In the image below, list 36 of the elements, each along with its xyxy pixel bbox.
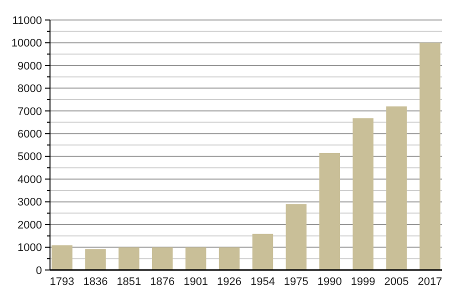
x-tick-label: 1836	[83, 276, 108, 288]
y-tick-label: 9000	[18, 60, 42, 72]
bar	[420, 42, 440, 270]
x-tick-label: 1990	[317, 276, 342, 288]
x-tick-label: 1876	[150, 276, 175, 288]
x-tick-label: 2017	[418, 276, 442, 288]
bar	[152, 247, 173, 270]
bar	[319, 152, 340, 270]
bar	[185, 247, 206, 270]
x-tick-label: 1954	[250, 276, 275, 288]
bar	[252, 234, 274, 270]
x-tick-label: 1926	[217, 276, 242, 288]
x-tick-label: 1851	[116, 276, 142, 288]
bar	[85, 249, 106, 270]
y-tick-label: 2000	[18, 219, 42, 232]
y-tick-label: 1000	[18, 242, 42, 254]
y-tick-label: 4000	[18, 174, 42, 186]
x-tick-label: 1999	[350, 276, 376, 288]
y-tick-label: 11000	[12, 14, 42, 27]
y-tick-label: 10000	[11, 38, 42, 50]
x-tick-label: 1901	[184, 276, 208, 288]
x-tick-label: 1793	[50, 276, 74, 288]
bar	[218, 247, 240, 270]
bar	[386, 106, 407, 270]
x-tick-label: 2005	[384, 276, 409, 288]
bar	[52, 245, 72, 270]
y-tick-label: 3000	[18, 196, 42, 209]
y-tick-label: 0	[36, 264, 42, 277]
bar	[352, 118, 374, 270]
bar	[118, 247, 140, 270]
y-tick-label: 6000	[18, 128, 42, 140]
y-tick-label: 7000	[18, 106, 42, 118]
bar	[286, 204, 307, 270]
x-tick-label: 1975	[284, 276, 308, 288]
y-tick-label: 8000	[18, 83, 42, 96]
y-tick-label: 5000	[18, 151, 42, 164]
